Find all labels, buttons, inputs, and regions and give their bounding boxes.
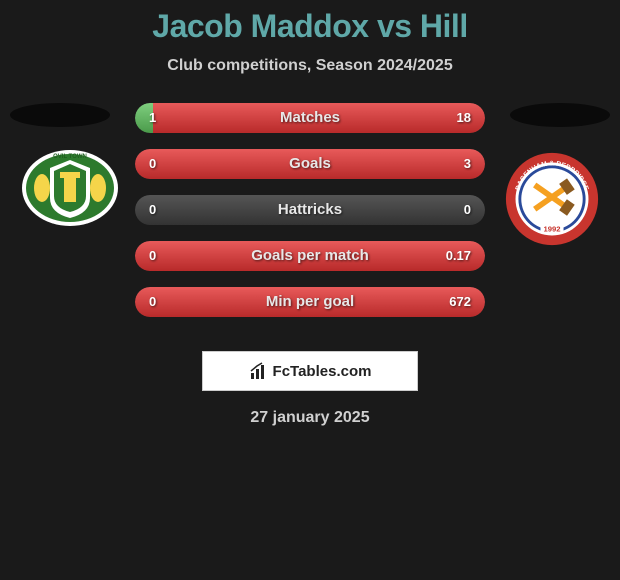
brand-text: FcTables.com (273, 363, 372, 380)
shadow-right (510, 103, 610, 127)
comparison-card: Jacob Maddox vs Hill Club competitions, … (0, 0, 620, 427)
crest-right: DAGENHAM & REDBRIDGE 1992 (504, 151, 600, 247)
chart-icon (249, 361, 269, 381)
subtitle: Club competitions, Season 2024/2025 (0, 57, 620, 75)
stat-bars: 1Matches180Goals30Hattricks00Goals per m… (135, 103, 485, 317)
stat-label: Goals per match (135, 241, 485, 271)
stat-row: 1Matches18 (135, 103, 485, 133)
stat-row: 0Goals3 (135, 149, 485, 179)
stat-value-right: 672 (449, 287, 471, 317)
stat-label: Hattricks (135, 195, 485, 225)
stat-value-right: 0.17 (446, 241, 471, 271)
stat-label: Matches (135, 103, 485, 133)
stats-area: OVIL TOWN DAGENHAM & REDBRIDGE 1992 (0, 103, 620, 343)
crest-right-year: 1992 (543, 225, 560, 234)
page-title: Jacob Maddox vs Hill (0, 8, 620, 45)
stat-label: Goals (135, 149, 485, 179)
date-label: 27 january 2025 (0, 409, 620, 427)
stat-row: 0Goals per match0.17 (135, 241, 485, 271)
stat-label: Min per goal (135, 287, 485, 317)
shadow-left (10, 103, 110, 127)
stat-value-right: 3 (464, 149, 471, 179)
stat-value-right: 0 (464, 195, 471, 225)
stat-value-right: 18 (457, 103, 471, 133)
crest-left-text: OVIL TOWN (53, 154, 87, 160)
stat-row: 0Hattricks0 (135, 195, 485, 225)
stat-row: 0Min per goal672 (135, 287, 485, 317)
crest-left: OVIL TOWN (20, 148, 120, 228)
brand-box[interactable]: FcTables.com (202, 351, 418, 391)
